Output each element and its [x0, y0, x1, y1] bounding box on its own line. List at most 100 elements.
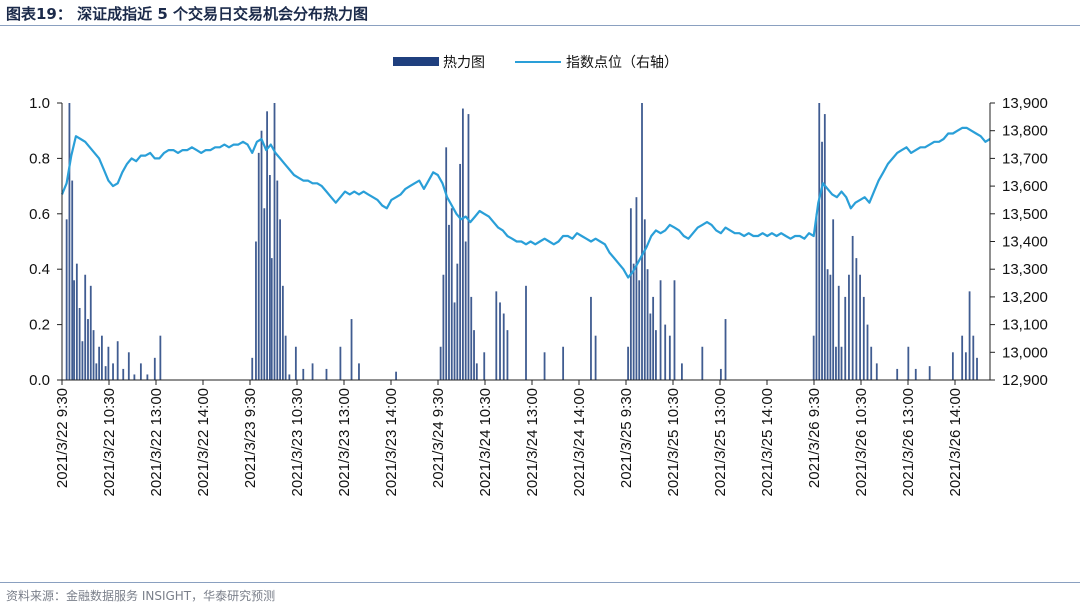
right-tick-label: 13,400 — [1002, 234, 1048, 251]
x-tick-label: 2021/3/26 14:00 — [947, 388, 964, 496]
heatmap-bar — [643, 219, 646, 380]
heatmap-bar — [467, 114, 470, 380]
heatmap-bar — [73, 280, 75, 380]
source-note: 资料来源：金融数据服务 INSIGHT，华泰研究预测 — [6, 589, 276, 603]
heatmap-bar — [475, 363, 478, 380]
heatmap-bar — [268, 175, 271, 380]
heatmap-bar — [448, 224, 450, 380]
heatmap-bar — [862, 296, 865, 380]
heatmap-bar — [81, 341, 84, 380]
heatmap-bar — [127, 352, 130, 380]
heatmap-bar — [116, 341, 119, 380]
heatmap-bar — [276, 180, 279, 380]
heatmap-bar — [450, 208, 453, 380]
heatmap-bar — [976, 357, 978, 380]
right-tick-label: 13,800 — [1002, 123, 1048, 140]
x-tick-label: 2021/3/24 13:00 — [524, 388, 541, 496]
x-tick-label: 2021/3/25 14:00 — [759, 388, 776, 496]
left-tick-label: 0.6 — [29, 206, 50, 223]
heatmap-bar — [473, 330, 475, 380]
heatmap-bar — [350, 319, 353, 380]
heatmap-bar — [260, 130, 263, 380]
heatmap-bar — [649, 313, 652, 380]
index-line-layer — [60, 126, 991, 279]
heatmap-bar — [95, 363, 98, 380]
heatmap-bar — [153, 357, 156, 380]
right-tick-label: 13,900 — [1002, 95, 1048, 112]
heatmap-bars — [65, 103, 978, 380]
heatmap-bar — [255, 241, 257, 380]
legend-label-heatmap: 热力图 — [443, 55, 485, 71]
heatmap-bar — [279, 219, 281, 380]
heatmap-bar — [673, 280, 676, 380]
heatmap-bar — [68, 103, 71, 380]
x-tick-label: 2021/3/24 10:30 — [477, 388, 494, 496]
heatmap-bar — [257, 152, 260, 380]
right-tick-label: 13,000 — [1002, 344, 1048, 361]
heatmap-bar — [629, 208, 632, 380]
heatmap-bar — [139, 363, 142, 380]
heatmap-bar — [92, 330, 95, 380]
heatmap-bar — [311, 363, 314, 380]
heatmap-bar — [815, 213, 818, 380]
heatmap-bar — [840, 346, 843, 380]
heatmap-bar — [590, 296, 592, 380]
heatmap-bar — [502, 313, 505, 380]
left-tick-label: 1.0 — [29, 95, 50, 112]
heatmap-bar — [456, 263, 459, 380]
heatmap-bar — [821, 141, 823, 380]
heatmap-bar — [837, 285, 840, 380]
x-tick-label: 2021/3/25 10:30 — [665, 388, 682, 496]
heatmap-bar — [907, 346, 910, 380]
x-tick-label: 2021/3/25 9:30 — [618, 388, 635, 488]
heatmap-bar — [104, 366, 107, 380]
x-tick-label: 2021/3/22 10:30 — [101, 388, 118, 496]
heatmap-bar — [627, 346, 629, 380]
x-tick-label: 2021/3/25 13:00 — [712, 388, 729, 496]
x-tick-label: 2021/3/23 14:00 — [383, 388, 400, 496]
x-tick-label: 2021/3/24 14:00 — [571, 388, 588, 496]
heatmap-bar — [439, 346, 442, 380]
legend-label-index: 指数点位（右轴） — [566, 55, 678, 71]
heatmap-bar — [281, 285, 284, 380]
heatmap-bar — [525, 285, 527, 380]
heatmap-bar — [851, 235, 854, 380]
heatmap-bar — [961, 335, 964, 380]
heatmap-bar — [866, 324, 869, 380]
heatmap-bar — [951, 352, 954, 380]
heatmap-bar — [859, 274, 861, 380]
heatmap-bar — [395, 371, 397, 380]
heatmap-bar — [453, 302, 456, 380]
heatmap-bar — [122, 368, 125, 380]
heatmap-bar — [664, 324, 667, 380]
bottom-rule — [0, 582, 1080, 583]
heatmap-bar — [668, 335, 671, 380]
heatmap-bar — [594, 335, 597, 380]
heatmap-bar — [870, 346, 873, 380]
heatmap-bar — [848, 274, 850, 380]
heatmap-bar — [273, 103, 276, 380]
heatmap-bar — [652, 296, 655, 380]
heatmap-bar — [146, 374, 149, 380]
heatmap-bar — [681, 363, 683, 380]
x-tick-label: 2021/3/26 9:30 — [806, 388, 823, 488]
figure-title: 图表19： 深证成指近 5 个交易日交易机会分布热力图 — [6, 5, 368, 23]
legend-swatch-line — [515, 61, 561, 63]
heatmap-chart: 0.0 0.2 0.4 0.6 0.8 1.0 12,900 13,000 13,100 13,2… — [29, 95, 1048, 496]
heatmap-bar — [112, 363, 114, 380]
heatmap-bar — [294, 346, 297, 380]
x-tick-label: 2021/3/22 13:00 — [148, 388, 165, 496]
right-tick-label: 13,500 — [1002, 206, 1048, 223]
heatmap-bar — [107, 346, 110, 380]
heatmap-bar — [89, 285, 92, 380]
heatmap-bar — [263, 208, 266, 380]
right-tick-label: 13,200 — [1002, 289, 1048, 306]
top-rule — [0, 25, 1080, 26]
x-tick-label: 2021/3/26 10:30 — [853, 388, 870, 496]
heatmap-bar — [470, 296, 473, 380]
heatmap-bar — [562, 346, 565, 380]
right-tick-label: 13,300 — [1002, 261, 1048, 278]
heatmap-bar — [635, 197, 638, 380]
heatmap-bar — [133, 374, 136, 380]
heatmap-bar — [288, 374, 291, 380]
